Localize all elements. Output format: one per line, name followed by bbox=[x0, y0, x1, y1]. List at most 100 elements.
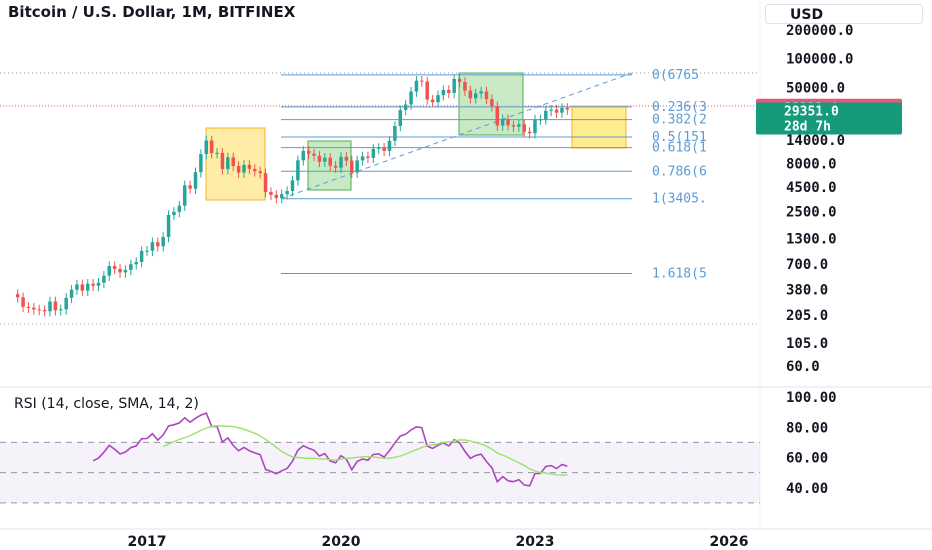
candle-body bbox=[560, 107, 564, 113]
candle-body bbox=[253, 168, 257, 172]
candle-body bbox=[199, 154, 203, 173]
candle-body bbox=[527, 131, 532, 134]
fib-level-label: 0.382(2 bbox=[652, 113, 707, 128]
price-axis-tick: 60.0 bbox=[786, 359, 820, 375]
candle-body bbox=[42, 309, 47, 312]
candle-body bbox=[32, 307, 36, 310]
candle-body bbox=[172, 211, 176, 215]
candle-body bbox=[123, 269, 128, 273]
price-axis-tick: 8000.0 bbox=[786, 156, 837, 172]
time-axis-tick: 2017 bbox=[128, 534, 167, 550]
candle-body bbox=[112, 266, 117, 269]
time-axis-tick: 2023 bbox=[516, 534, 555, 550]
candle-body bbox=[145, 250, 149, 252]
currency-selector[interactable]: USD bbox=[765, 4, 923, 24]
candle-body bbox=[247, 164, 252, 169]
candle-body bbox=[376, 147, 381, 149]
candle-body bbox=[317, 155, 322, 162]
candle-body bbox=[323, 157, 327, 162]
price-axis-tick: 2500.0 bbox=[786, 205, 837, 221]
candle-body bbox=[409, 91, 413, 105]
candle-body bbox=[220, 152, 225, 170]
candle-body bbox=[21, 297, 25, 307]
candle-body bbox=[511, 125, 516, 127]
candle-body bbox=[457, 78, 462, 82]
price-axis-tick: 105.0 bbox=[786, 336, 828, 352]
candle-body bbox=[301, 150, 306, 161]
time-axis-tick: 2020 bbox=[322, 534, 361, 550]
candle-body bbox=[506, 119, 510, 126]
fib-level-label: 0.236(3 bbox=[652, 100, 707, 115]
rsi-axis-tick: 60.00 bbox=[786, 451, 828, 467]
candle-body bbox=[554, 109, 559, 113]
fib-level-label: 0.5(151 bbox=[652, 130, 707, 145]
candle-body bbox=[242, 164, 246, 173]
candle-body bbox=[533, 119, 537, 134]
candle-body bbox=[279, 194, 284, 199]
candle-body bbox=[355, 160, 359, 173]
candle-body bbox=[382, 147, 386, 151]
candle-body bbox=[366, 156, 370, 158]
candle-body bbox=[53, 301, 58, 311]
candle-body bbox=[48, 301, 52, 312]
candle-body bbox=[403, 104, 408, 110]
rsi-sma-line bbox=[162, 424, 568, 476]
candle-body bbox=[447, 89, 451, 93]
candle-body bbox=[75, 284, 79, 290]
chart-title: Bitcoin / U.S. Dollar, 1M, BITFINEX bbox=[8, 3, 296, 21]
candle-body bbox=[258, 171, 262, 174]
candle-body bbox=[452, 78, 456, 93]
candle-body bbox=[188, 185, 192, 189]
rsi-title: RSI (14, close, SMA, 14, 2) bbox=[14, 396, 199, 412]
fib-level-label: 0.786(6 bbox=[652, 164, 707, 179]
last-price-badge bbox=[756, 102, 902, 135]
candle-body bbox=[274, 194, 279, 199]
time-axis-tick: 2026 bbox=[710, 534, 749, 550]
candle-body bbox=[91, 283, 95, 286]
candle-body bbox=[398, 109, 403, 127]
candle-body bbox=[290, 180, 295, 192]
candle-body bbox=[64, 297, 68, 310]
fib-level-label: 1(3405. bbox=[652, 192, 707, 207]
rsi-line bbox=[92, 412, 568, 487]
candle-body bbox=[360, 156, 365, 161]
candle-body bbox=[129, 264, 133, 270]
candle-body bbox=[420, 80, 424, 82]
rsi-axis-tick: 40.00 bbox=[786, 481, 828, 497]
fib-level-label: 0(6765 bbox=[652, 68, 699, 83]
candle-body bbox=[339, 156, 343, 168]
candle-body bbox=[118, 268, 122, 273]
candle-body bbox=[328, 157, 332, 166]
candle-body bbox=[177, 205, 182, 212]
candle-body bbox=[204, 140, 209, 155]
candle-body bbox=[182, 185, 187, 206]
candle-body bbox=[387, 140, 392, 151]
candle-body bbox=[215, 152, 219, 154]
price-axis-tick: 700.0 bbox=[786, 257, 828, 273]
candle-body bbox=[209, 140, 214, 154]
candle-body bbox=[69, 289, 74, 298]
candle-body bbox=[544, 110, 548, 120]
candle-body bbox=[538, 119, 543, 121]
candle-body bbox=[333, 165, 338, 168]
price-axis-tick: 1300.0 bbox=[786, 232, 837, 248]
rsi-axis-tick: 80.00 bbox=[786, 420, 828, 436]
candle-body bbox=[150, 242, 155, 251]
candle-body bbox=[263, 173, 268, 193]
candle-body bbox=[468, 90, 473, 99]
candle-body bbox=[85, 283, 90, 291]
price-axis-tick: 205.0 bbox=[786, 308, 828, 324]
candle-body bbox=[430, 99, 435, 103]
candle-body bbox=[473, 93, 478, 99]
candle-body bbox=[484, 91, 489, 100]
price-axis-tick: 100000.0 bbox=[786, 52, 853, 68]
yellow-box-2017 bbox=[205, 127, 266, 201]
price-axis-tick: 4500.0 bbox=[786, 180, 837, 196]
price-axis-tick: 50000.0 bbox=[786, 80, 845, 96]
candle-body bbox=[565, 107, 570, 110]
candle-body bbox=[522, 124, 526, 132]
fib-trend-line bbox=[280, 72, 633, 200]
candle-body bbox=[549, 109, 553, 111]
candle-body bbox=[463, 81, 467, 91]
